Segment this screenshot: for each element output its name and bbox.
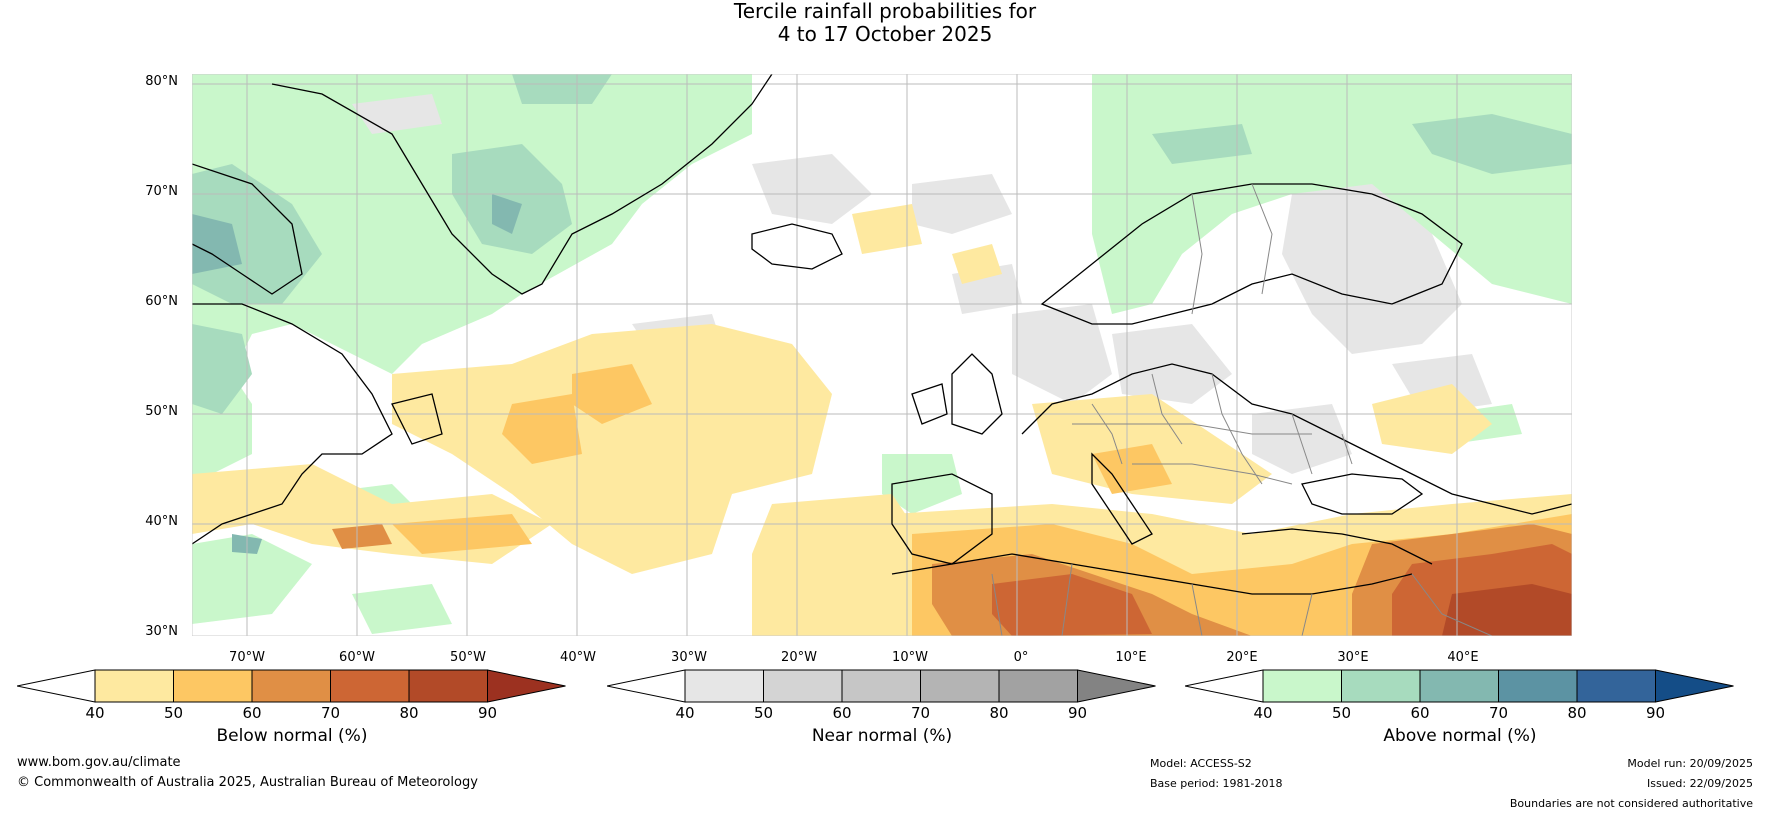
colorbar-tick-label: 80 xyxy=(1567,704,1586,722)
colorbar-tick-label: 40 xyxy=(1253,704,1272,722)
colorbar-above-normal: 40 50 60 70 80 90 xyxy=(1184,668,1735,778)
colorbar-extend-high xyxy=(487,669,566,703)
colorbar-segment xyxy=(998,669,1078,703)
colorbar-tick-label: 50 xyxy=(1332,704,1351,722)
colorbar-extend-low xyxy=(1184,669,1264,703)
lon-label-10w: 10°W xyxy=(892,650,928,665)
colorbar-tick-label: 50 xyxy=(164,704,183,722)
colorbar-segment xyxy=(763,669,843,703)
colorbar-extend-high xyxy=(1655,669,1734,703)
colorbar-segment xyxy=(1498,669,1578,703)
colorbar-tick-label: 90 xyxy=(1646,704,1665,722)
colorbar-svg: 40 50 60 70 80 90 xyxy=(606,669,1156,722)
footer-model-run: Model run: 20/09/2025 xyxy=(1627,757,1753,770)
colorbar-extend-high xyxy=(1077,669,1156,703)
colorbar-below-normal: 40 50 60 70 80 90 xyxy=(16,668,567,778)
above-normal-strong-regions xyxy=(192,74,1572,554)
title-line-2: 4 to 17 October 2025 xyxy=(777,22,993,46)
below-normal-regions xyxy=(192,204,1572,636)
lon-label-30w: 30°W xyxy=(671,650,707,665)
lon-label-40e: 40°E xyxy=(1447,650,1479,665)
lon-label-40w: 40°W xyxy=(560,650,596,665)
footer-model: Model: ACCESS-S2 xyxy=(1150,757,1252,770)
lon-label-60w: 60°W xyxy=(339,650,375,665)
map-gridlines xyxy=(192,74,1572,636)
map-svg xyxy=(192,74,1572,636)
title-line-1: Tercile rainfall probabilities for xyxy=(733,0,1037,23)
colorbar-tick-label: 60 xyxy=(242,704,261,722)
colorbar-segment xyxy=(920,669,1000,703)
lon-label-50w: 50°W xyxy=(450,650,486,665)
colorbar-near-normal: 40 50 60 70 80 90 xyxy=(606,668,1157,778)
colorbar-tick-label: 80 xyxy=(399,704,418,722)
colorbar-tick-label: 90 xyxy=(1068,704,1087,722)
lat-label-50n: 50°N xyxy=(145,404,178,419)
footer-disclaimer: Boundaries are not considered authoritat… xyxy=(1509,797,1753,810)
colorbar-tick-label: 40 xyxy=(675,704,694,722)
colorbar-segment xyxy=(330,669,410,703)
colorbar-tick-label: 80 xyxy=(989,704,1008,722)
colorbar-tick-label: 60 xyxy=(1410,704,1429,722)
colorbar-near-title: Near normal (%) xyxy=(811,726,953,746)
colorbar-tick-label: 60 xyxy=(832,704,851,722)
colorbar-segment xyxy=(251,669,331,703)
lon-label-30e: 30°E xyxy=(1337,650,1369,665)
map-title: Tercile rainfall probabilities for 4 to … xyxy=(0,0,1770,46)
colorbar-segment xyxy=(1341,669,1421,703)
lon-label-20w: 20°W xyxy=(781,650,817,665)
colorbar-extend-low xyxy=(606,669,686,703)
footer-copyright: © Commonwealth of Australia 2025, Austra… xyxy=(17,775,478,790)
colorbar-tick-label: 90 xyxy=(478,704,497,722)
colorbar-segment xyxy=(1576,669,1656,703)
colorbar-segment xyxy=(1419,669,1499,703)
colorbar-tick-label: 70 xyxy=(321,704,340,722)
lat-label-80n: 80°N xyxy=(145,74,178,89)
colorbar-segment xyxy=(1262,669,1342,703)
rainfall-probability-map xyxy=(192,74,1572,636)
colorbar-segment xyxy=(841,669,921,703)
lon-label-70w: 70°W xyxy=(229,650,265,665)
lat-label-30n: 30°N xyxy=(145,624,178,639)
colorbar-above-title: Above normal (%) xyxy=(1383,726,1537,746)
lon-label-20e: 20°E xyxy=(1226,650,1258,665)
colorbar-tick-label: 50 xyxy=(754,704,773,722)
colorbar-segment xyxy=(684,669,764,703)
lat-label-40n: 40°N xyxy=(145,514,178,529)
colorbar-segment xyxy=(173,669,253,703)
colorbar-segment xyxy=(94,669,174,703)
colorbar-svg: 40 50 60 70 80 90 xyxy=(1184,669,1734,722)
lat-label-70n: 70°N xyxy=(145,184,178,199)
footer-issued: Issued: 22/09/2025 xyxy=(1646,777,1753,790)
colorbar-tick-label: 70 xyxy=(911,704,930,722)
lat-label-60n: 60°N xyxy=(145,294,178,309)
colorbar-tick-label: 40 xyxy=(85,704,104,722)
colorbar-below-title: Below normal (%) xyxy=(216,726,368,746)
near-normal-regions xyxy=(352,94,1492,554)
lon-label-10e: 10°E xyxy=(1115,650,1147,665)
country-borders xyxy=(991,183,1493,636)
colorbar-svg: 40 50 60 70 80 90 xyxy=(16,669,566,722)
footer-base-period: Base period: 1981-2018 xyxy=(1150,777,1283,790)
lon-label-0: 0° xyxy=(1013,650,1029,665)
colorbar-extend-low xyxy=(16,669,96,703)
footer-url: www.bom.gov.au/climate xyxy=(17,755,181,770)
colorbar-tick-label: 70 xyxy=(1489,704,1508,722)
colorbar-segment xyxy=(408,669,488,703)
